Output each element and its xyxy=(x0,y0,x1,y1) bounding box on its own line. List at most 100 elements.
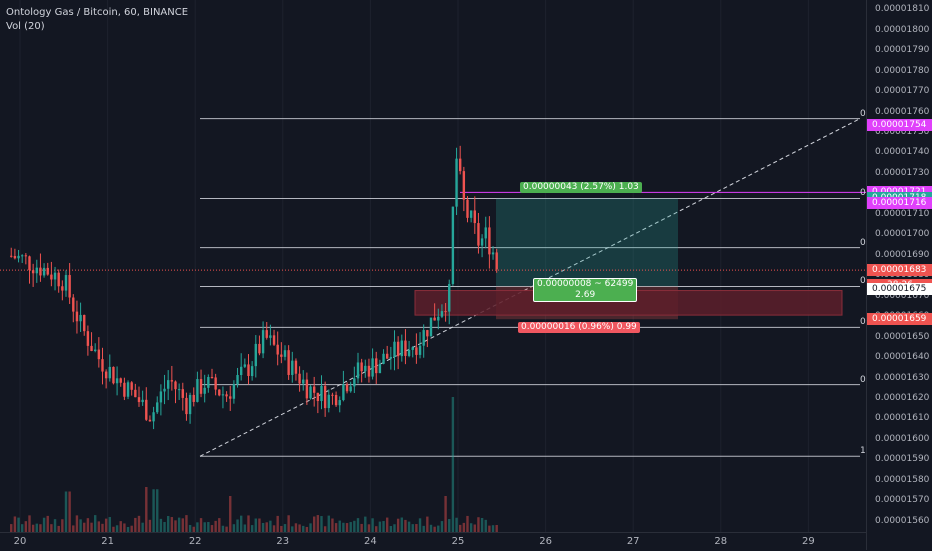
candle-body xyxy=(331,394,334,396)
candle-body xyxy=(177,389,181,391)
fib-level-label: 0. xyxy=(860,374,869,385)
volume-bar xyxy=(104,518,108,532)
price-tick-label: 0.00001570 xyxy=(875,495,930,506)
candle-body xyxy=(152,412,155,422)
mid-label: 0.00000008 ~ 62499 2.69 xyxy=(533,278,638,303)
candle-body xyxy=(422,330,425,346)
symbol-title[interactable]: Ontology Gas / Bitcoin, 60, BINANCE xyxy=(6,7,189,18)
candle-body xyxy=(64,275,68,291)
volume-bar xyxy=(170,517,174,532)
volume-bar xyxy=(283,524,287,532)
volume-bar xyxy=(451,397,455,532)
volume-bar xyxy=(64,491,68,532)
candle-body xyxy=(484,227,487,239)
candle-body xyxy=(316,392,320,402)
candle-body xyxy=(378,363,382,374)
volume-bar xyxy=(302,525,305,532)
candle-body xyxy=(353,378,356,387)
candle-body xyxy=(112,366,115,384)
volume-bar xyxy=(196,522,199,532)
candle-body xyxy=(283,350,287,357)
price-badge: 0.00001659 xyxy=(867,313,932,326)
price-tick-label: 0.00001790 xyxy=(875,45,930,56)
volume-bar xyxy=(418,518,422,532)
trend-line xyxy=(199,118,861,457)
volume-bar xyxy=(415,524,418,532)
volume-indicator-label[interactable]: Vol (20) xyxy=(6,21,45,32)
candle-body xyxy=(93,349,97,352)
time-tick-label: 23 xyxy=(276,536,290,547)
volume-bar xyxy=(272,525,276,532)
volume-bar xyxy=(229,496,232,532)
volume-bar xyxy=(159,518,163,532)
time-tick-label: 25 xyxy=(451,536,465,547)
candle-body xyxy=(400,340,403,357)
candle-body xyxy=(130,382,133,390)
volume-bar xyxy=(177,517,181,532)
candle-body xyxy=(448,283,451,312)
volume-bar xyxy=(367,524,371,532)
candle-body xyxy=(10,255,13,257)
candle-body xyxy=(159,391,163,403)
candle-body xyxy=(97,349,101,360)
volume-bar xyxy=(440,521,444,532)
fib-level-label: 0. xyxy=(860,188,869,199)
volume-bar xyxy=(134,517,137,532)
volume-bar xyxy=(389,525,393,532)
volume-bar xyxy=(323,526,327,532)
price-tick-label: 0.00001780 xyxy=(875,65,930,76)
volume-bar xyxy=(250,525,254,532)
price-badge: 0.00001675 xyxy=(867,283,932,296)
volume-bar xyxy=(108,517,111,532)
candle-body xyxy=(72,297,75,312)
chart-area[interactable]: Ontology Gas / Bitcoin, 60, BINANCE Vol … xyxy=(0,0,870,532)
volume-bar xyxy=(126,526,130,532)
volume-bar xyxy=(141,522,144,532)
candle-body xyxy=(221,394,225,396)
price-tick-label: 0.00001730 xyxy=(875,167,930,178)
volume-bar xyxy=(42,517,46,532)
candle-body xyxy=(119,378,122,383)
candle-body xyxy=(480,238,484,246)
candle-body xyxy=(232,384,236,399)
volume-bar xyxy=(174,520,177,532)
candle-body xyxy=(349,386,352,392)
volume-bar xyxy=(269,520,272,532)
volume-bar xyxy=(75,515,79,532)
time-tick-label: 21 xyxy=(101,536,114,547)
volume-bar xyxy=(97,521,101,532)
volume-bar xyxy=(444,496,447,532)
volume-bar xyxy=(291,526,294,532)
candle-body xyxy=(192,394,195,402)
chart-svg[interactable] xyxy=(0,0,866,532)
candle-body xyxy=(86,331,90,346)
candle-body xyxy=(312,386,316,393)
volume-bar xyxy=(145,487,148,532)
price-tick-label: 0.00001770 xyxy=(875,86,930,97)
candle-body xyxy=(243,364,247,367)
candle-body xyxy=(473,210,476,224)
candle-body xyxy=(31,270,35,274)
candle-body xyxy=(371,358,374,377)
stop-label: 0.00000016 (0.96%) 0.99 xyxy=(518,322,640,334)
volume-bar xyxy=(433,526,436,532)
volume-bar xyxy=(258,518,261,532)
price-tick-label: 0.00001610 xyxy=(875,413,930,424)
candle-body xyxy=(123,382,126,397)
fib-level-label: 1( xyxy=(860,446,870,457)
candle-body xyxy=(458,158,462,172)
candle-body xyxy=(42,267,46,276)
volume-bar xyxy=(28,515,31,532)
volume-bar xyxy=(225,526,228,532)
volume-bar xyxy=(378,521,382,532)
time-axis[interactable]: 20 21 22 23 24 25 26 27 28 29 xyxy=(0,532,866,551)
volume-bar xyxy=(331,518,334,532)
fib-level-label: 0 xyxy=(860,108,866,119)
candle-body xyxy=(13,256,17,259)
candle-body xyxy=(491,252,495,255)
price-tick-label: 0.00001750 xyxy=(875,127,930,137)
volume-bar xyxy=(39,524,42,532)
volume-bar xyxy=(185,515,188,532)
candle-body xyxy=(68,275,71,298)
price-axis[interactable]: 0.00001810 0.00001800 0.00001790 0.00001780… xyxy=(866,0,932,550)
